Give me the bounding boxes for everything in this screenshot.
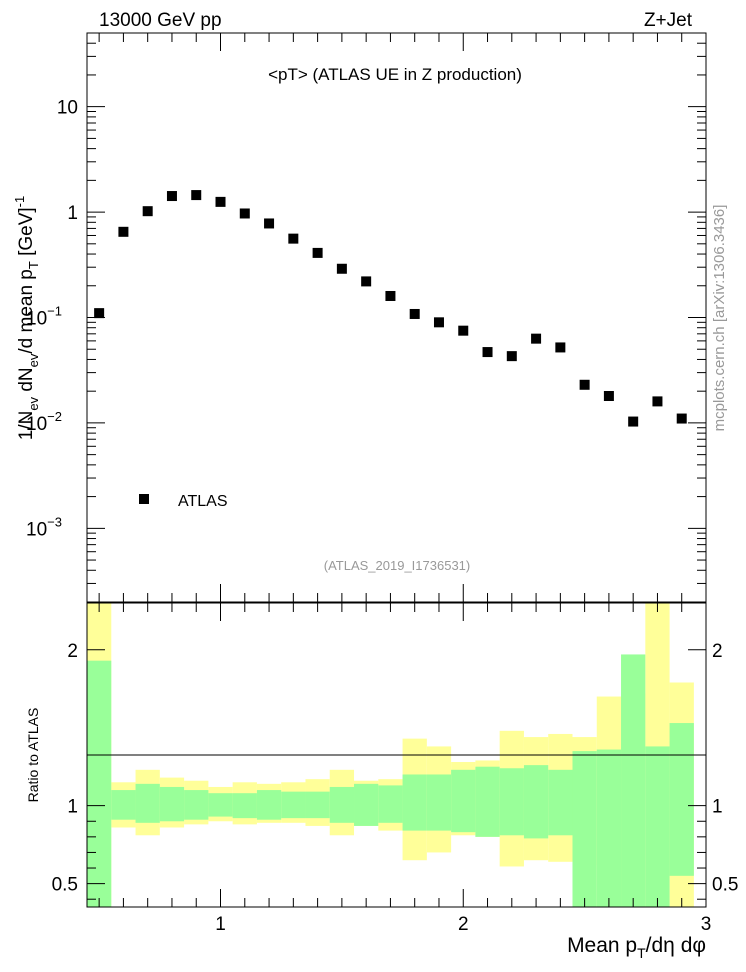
stat-band-bin <box>548 769 573 836</box>
stat-band-bin <box>159 786 185 822</box>
stat-band-bin <box>329 786 355 823</box>
x-tick-label: 3 <box>701 914 712 935</box>
data-point <box>94 308 105 319</box>
stat-band-bin <box>621 654 646 907</box>
y-tick-label-right: 2 <box>712 641 723 662</box>
plot-title: <pT> (ATLAS UE in Z production) <box>268 65 522 84</box>
stat-band-bin <box>645 746 670 907</box>
y-tick-label: 1 <box>67 203 78 224</box>
analysis-label: (ATLAS_2019_I1736531) <box>324 558 470 573</box>
data-point <box>433 317 444 328</box>
legend-marker <box>139 494 149 504</box>
data-point <box>142 206 153 217</box>
stat-band-bin <box>256 790 282 820</box>
data-point <box>215 196 226 207</box>
data-point <box>409 308 420 319</box>
stat-band-bin <box>184 790 209 820</box>
ratio-axis-ticks <box>87 603 707 907</box>
y-tick-label: 0.5 <box>52 875 78 896</box>
data-point <box>118 226 129 237</box>
main-plot-frame <box>86 32 707 603</box>
stat-band-bin <box>87 660 112 907</box>
stat-band-bin <box>378 785 403 823</box>
y-tick-label: 10 <box>57 98 78 119</box>
y-tick-label-right: 1 <box>712 797 723 818</box>
stat-band-bin <box>426 774 452 831</box>
data-point <box>166 191 177 202</box>
process-label: Z+Jet <box>644 10 693 31</box>
energy-label: 13000 GeV pp <box>99 10 222 31</box>
data-point <box>361 276 372 287</box>
y-tick-label-right: 0.5 <box>712 875 738 896</box>
data-point <box>506 351 517 362</box>
data-point <box>336 263 347 274</box>
data-point <box>555 342 566 353</box>
ratio-x-tick-labels: 1 2 3 <box>215 914 711 935</box>
stat-band-bin <box>475 766 500 837</box>
y-tick-label: 10−1 <box>26 304 62 330</box>
y-tick-label: 1 <box>67 797 78 818</box>
ratio-y-axis-label: Ratio to ATLAS <box>25 708 41 803</box>
watermark-label: mcplots.cern.ch [arXiv:1306.3436] <box>711 205 728 432</box>
stat-band-bin <box>402 774 427 831</box>
data-point <box>312 247 323 258</box>
stat-band-bin <box>232 793 257 819</box>
main-y-axis-label: 1/Nev dNev/d mean pT [GeV]-1 <box>12 196 41 441</box>
x-tick-label: 2 <box>458 914 469 935</box>
stat-band-bin <box>451 769 476 833</box>
stat-band-bin <box>281 791 306 819</box>
ratio-y-tick-labels: 0.5 0.5 1 1 2 2 <box>52 641 739 896</box>
data-point <box>385 290 396 301</box>
data-point <box>458 325 469 336</box>
stat-band-bin <box>111 790 136 820</box>
data-point <box>628 416 639 427</box>
ratio-plot-frame <box>86 602 707 908</box>
data-point <box>191 190 202 201</box>
data-point <box>676 413 687 424</box>
x-tick-label: 1 <box>215 914 226 935</box>
stat-band-bin <box>499 768 524 836</box>
stat-band-bin <box>523 765 549 839</box>
y-tick-label: 2 <box>67 641 78 662</box>
ratio-uncertainty-bands <box>87 603 694 907</box>
stat-band-bin <box>135 783 160 823</box>
stat-band-bin <box>208 793 233 817</box>
data-point <box>264 218 275 229</box>
data-point <box>288 233 299 244</box>
data-point <box>603 391 614 402</box>
data-point <box>652 396 663 407</box>
stat-band-bin <box>669 723 694 876</box>
stat-band-bin <box>572 751 597 907</box>
stat-band-bin <box>305 791 330 819</box>
data-point <box>239 208 250 219</box>
stat-band-bin <box>596 749 622 907</box>
main-axis-ticks <box>87 32 707 603</box>
data-point <box>531 333 542 344</box>
legend-label-atlas: ATLAS <box>178 493 228 510</box>
data-point <box>482 347 493 358</box>
y-tick-label: 10−3 <box>26 514 62 540</box>
atlas-data-points <box>94 190 687 427</box>
stat-band-bin <box>354 783 379 826</box>
data-point <box>579 379 590 390</box>
x-axis-label: Mean pT/dη dφ <box>567 934 706 961</box>
